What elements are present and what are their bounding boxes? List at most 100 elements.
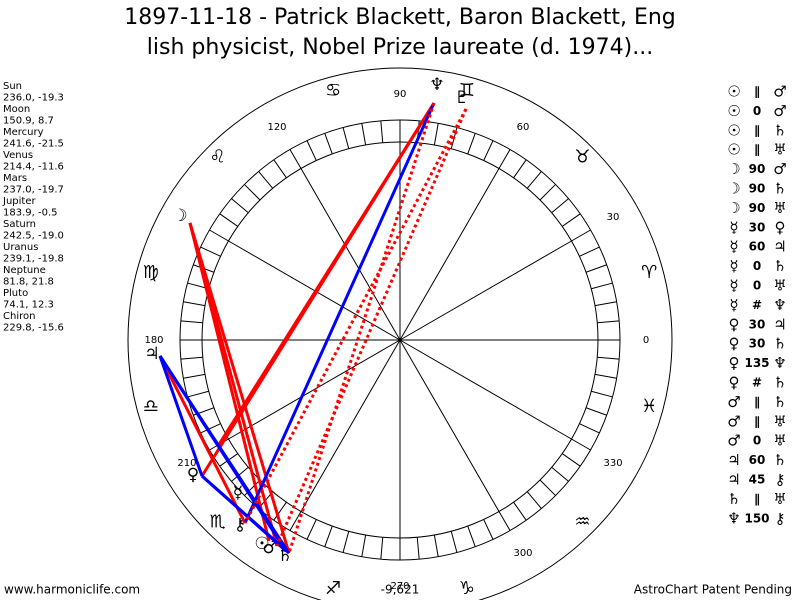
ring-tick xyxy=(380,537,384,560)
footer-site: www.harmoniclife.com xyxy=(4,583,140,597)
sign-glyph: ♍ xyxy=(143,262,159,283)
aspect-planet: ☽ xyxy=(727,180,740,198)
aspect-planet: ♀ xyxy=(729,315,740,333)
planet-position: 242.5, -19.0 xyxy=(3,231,64,242)
aspect-planet: ♄ xyxy=(773,121,786,139)
ring-tick xyxy=(209,229,229,242)
aspect-planet: ♃ xyxy=(773,238,786,256)
aspect-line xyxy=(216,102,436,447)
aspect-planet: ☉ xyxy=(727,121,740,139)
aspect-type: 60 xyxy=(749,240,766,254)
aspect-planet: ♅ xyxy=(773,412,786,430)
aspect-type: 60 xyxy=(749,453,766,467)
ring-tick xyxy=(200,423,221,434)
ring-tick xyxy=(183,301,206,307)
aspect-planet: ♂ xyxy=(773,102,786,120)
degree-label: 270 xyxy=(390,581,409,592)
planet-position: 183.9, -0.5 xyxy=(3,208,58,219)
planet-glyph: ⚷ xyxy=(234,515,246,535)
ring-tick xyxy=(483,519,494,540)
ring-tick xyxy=(219,213,239,227)
ring-tick xyxy=(551,198,569,214)
ring-tick xyxy=(585,407,607,416)
ring-tick xyxy=(591,282,613,290)
aspect-line xyxy=(158,355,288,552)
footer-center: -9,621 xyxy=(381,583,420,597)
aspect-planet: ☽ xyxy=(727,199,740,217)
ring-tick xyxy=(467,525,476,547)
planet-name: Mars xyxy=(3,173,27,184)
planet-name: Sun xyxy=(3,81,22,92)
ring-tick xyxy=(324,525,333,547)
aspect-type: 45 xyxy=(749,473,766,487)
aspect-planet: ♅ xyxy=(773,141,786,159)
degree-label: 120 xyxy=(267,122,286,133)
aspect-planet: ☉ xyxy=(727,102,740,120)
planet-position: 241.6, -21.5 xyxy=(3,139,64,150)
aspect-type: 90 xyxy=(749,182,766,196)
planet-glyph: ♂ xyxy=(262,538,277,558)
spoke xyxy=(300,168,401,341)
outer-circle xyxy=(127,67,673,604)
aspect-line xyxy=(287,102,436,554)
ring-tick xyxy=(231,198,249,214)
ring-tick xyxy=(597,356,620,360)
ring-tick xyxy=(433,534,439,557)
ring-tick xyxy=(526,171,542,189)
ring-tick xyxy=(180,320,203,324)
aspect-line xyxy=(188,222,291,554)
planet-name: Jupiter xyxy=(2,196,36,207)
planet-name: Venus xyxy=(3,150,33,161)
spoke xyxy=(228,339,401,440)
aspect-type: 30 xyxy=(749,317,766,331)
aspect-planet: ♄ xyxy=(773,180,786,198)
ring-tick xyxy=(585,264,607,273)
aspect-type: 0 xyxy=(753,259,761,273)
ring-tick xyxy=(597,320,620,324)
ring-tick xyxy=(571,438,591,451)
aspect-planet: ♂ xyxy=(727,393,740,411)
sign-glyph: ♑ xyxy=(459,578,475,599)
degree-label: 30 xyxy=(607,212,620,223)
aspect-planet: ♃ xyxy=(727,471,740,489)
aspect-planet: ♀ xyxy=(775,218,786,236)
aspect-planet: ☿ xyxy=(729,296,738,314)
ring-tick xyxy=(361,123,367,146)
ring-tick xyxy=(180,356,203,360)
ring-tick xyxy=(594,301,617,307)
aspect-planet: ♅ xyxy=(773,277,786,295)
aspect-planet: ♄ xyxy=(773,257,786,275)
aspect-planet: ♂ xyxy=(773,160,786,178)
aspect-planet: ♅ xyxy=(773,199,786,217)
ring-tick xyxy=(306,519,317,540)
ring-tick xyxy=(526,491,542,509)
ring-tick xyxy=(231,466,249,482)
ring-tick xyxy=(416,537,420,560)
aspect-planet: ♀ xyxy=(729,374,740,392)
planet-position: 150.9, 8.7 xyxy=(3,116,54,127)
ring-tick xyxy=(187,390,209,398)
aspect-type: ∥ xyxy=(754,414,760,428)
planet-glyph: ☽ xyxy=(172,206,187,226)
sign-glyph: ♋ xyxy=(325,80,341,101)
planet-position: 229.8, -15.6 xyxy=(3,323,64,334)
ring-tick xyxy=(571,229,591,242)
sign-glyph: ♒ xyxy=(574,511,590,532)
aspect-type: # xyxy=(752,376,762,390)
degree-label: 90 xyxy=(394,89,407,100)
planet-position: 74.1, 12.3 xyxy=(3,300,54,311)
degree-label: 180 xyxy=(144,335,163,346)
aspect-planet: ♆ xyxy=(773,354,786,372)
title-line: lish physicist, Nobel Prize laureate (d.… xyxy=(147,35,653,60)
planet-position: 81.8, 21.8 xyxy=(3,277,54,288)
ring-tick xyxy=(433,123,439,146)
spoke xyxy=(399,240,572,341)
planet-name: Moon xyxy=(3,104,30,115)
aspect-planet: ♄ xyxy=(773,335,786,353)
sign-glyph: ♏ xyxy=(209,511,225,532)
footer-right: AstroChart Patent Pending xyxy=(634,583,792,597)
aspect-planet: ♅ xyxy=(773,490,786,508)
sign-glyph: ♉ xyxy=(574,147,590,168)
planet-name: Neptune xyxy=(3,265,46,276)
planet-glyph: ♇ xyxy=(454,88,469,108)
